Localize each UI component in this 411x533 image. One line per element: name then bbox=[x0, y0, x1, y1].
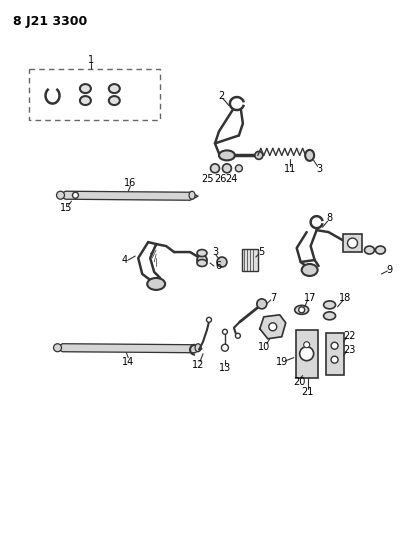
Circle shape bbox=[331, 342, 338, 349]
Text: 21: 21 bbox=[301, 386, 314, 397]
Text: 23: 23 bbox=[343, 345, 356, 355]
Ellipse shape bbox=[197, 255, 207, 265]
Ellipse shape bbox=[255, 151, 263, 159]
Text: 17: 17 bbox=[303, 293, 316, 303]
Text: 18: 18 bbox=[339, 293, 352, 303]
Text: 12: 12 bbox=[192, 360, 204, 370]
Ellipse shape bbox=[295, 305, 309, 314]
Bar bbox=[29, 69, 160, 120]
Ellipse shape bbox=[302, 264, 318, 276]
Polygon shape bbox=[55, 344, 202, 353]
Circle shape bbox=[304, 342, 309, 348]
Text: 3: 3 bbox=[212, 247, 218, 257]
Text: 2: 2 bbox=[218, 91, 224, 101]
Bar bbox=[342, 234, 363, 252]
Circle shape bbox=[348, 238, 358, 248]
Ellipse shape bbox=[323, 312, 335, 320]
Ellipse shape bbox=[375, 246, 386, 254]
Circle shape bbox=[206, 317, 212, 322]
Ellipse shape bbox=[365, 246, 374, 254]
Text: 24: 24 bbox=[226, 174, 238, 184]
Ellipse shape bbox=[109, 84, 120, 93]
Ellipse shape bbox=[197, 260, 207, 266]
Circle shape bbox=[72, 192, 79, 198]
Text: 1: 1 bbox=[88, 55, 95, 64]
Text: 20: 20 bbox=[293, 377, 306, 386]
Circle shape bbox=[222, 329, 227, 334]
Circle shape bbox=[299, 307, 305, 313]
Text: 8: 8 bbox=[326, 213, 332, 223]
Ellipse shape bbox=[222, 164, 231, 173]
Text: 14: 14 bbox=[122, 357, 134, 367]
Text: 19: 19 bbox=[276, 357, 288, 367]
Text: 26: 26 bbox=[214, 174, 226, 184]
Bar bbox=[326, 333, 344, 375]
Text: 25: 25 bbox=[202, 174, 214, 184]
Ellipse shape bbox=[53, 344, 62, 352]
Circle shape bbox=[236, 333, 240, 338]
Polygon shape bbox=[260, 315, 286, 339]
Ellipse shape bbox=[197, 249, 207, 256]
Polygon shape bbox=[58, 191, 198, 200]
Text: 4: 4 bbox=[121, 255, 127, 265]
Ellipse shape bbox=[195, 344, 201, 352]
Ellipse shape bbox=[56, 191, 65, 199]
Ellipse shape bbox=[257, 299, 267, 309]
Text: 9: 9 bbox=[386, 265, 393, 275]
Text: 11: 11 bbox=[284, 164, 296, 174]
Ellipse shape bbox=[80, 84, 91, 93]
Ellipse shape bbox=[80, 96, 91, 105]
Ellipse shape bbox=[323, 301, 335, 309]
Circle shape bbox=[269, 323, 277, 331]
Bar bbox=[296, 330, 318, 377]
Text: 13: 13 bbox=[219, 362, 231, 373]
Text: 8 J21 3300: 8 J21 3300 bbox=[13, 15, 87, 28]
Bar bbox=[242, 249, 258, 271]
Circle shape bbox=[222, 344, 229, 351]
Ellipse shape bbox=[210, 164, 219, 173]
Ellipse shape bbox=[219, 150, 235, 160]
Ellipse shape bbox=[305, 150, 314, 161]
Text: 3: 3 bbox=[316, 164, 323, 174]
Ellipse shape bbox=[189, 191, 195, 199]
Text: 5: 5 bbox=[259, 247, 265, 257]
Text: 16: 16 bbox=[124, 178, 136, 188]
Text: 7: 7 bbox=[271, 293, 277, 303]
Circle shape bbox=[331, 356, 338, 363]
Text: 6: 6 bbox=[215, 261, 221, 271]
Circle shape bbox=[236, 165, 242, 172]
Text: 22: 22 bbox=[343, 331, 356, 341]
Text: 15: 15 bbox=[60, 203, 73, 213]
Circle shape bbox=[300, 347, 314, 361]
Ellipse shape bbox=[147, 278, 165, 290]
Text: 10: 10 bbox=[258, 342, 270, 352]
Circle shape bbox=[217, 257, 227, 267]
Ellipse shape bbox=[109, 96, 120, 105]
